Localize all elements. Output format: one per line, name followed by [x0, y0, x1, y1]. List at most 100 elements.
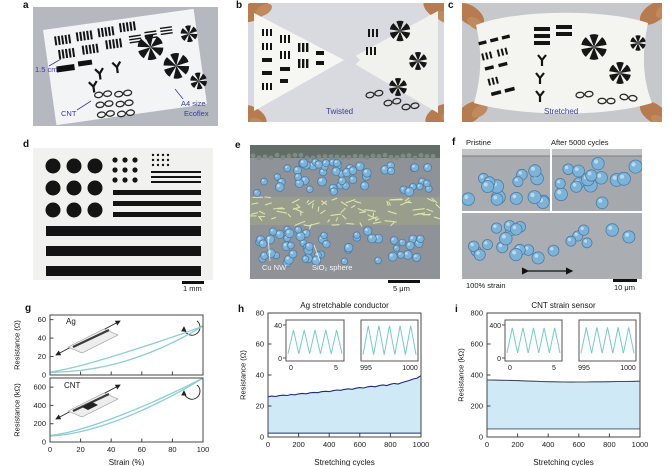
sphere-highlight — [290, 251, 294, 254]
tick-label: 0 — [42, 438, 46, 447]
tick-label: 80 — [168, 445, 176, 454]
cu-nanowire — [433, 216, 440, 220]
sphere-band-upper — [253, 158, 433, 197]
tick-label: 1000 — [413, 440, 430, 449]
cu-nanowire — [250, 212, 259, 215]
sio2-sphere — [462, 192, 475, 206]
tick-label: 80 — [256, 309, 264, 318]
cu-nanowire — [435, 203, 440, 209]
sio2-sphere — [337, 176, 347, 186]
sphere-highlight — [279, 179, 282, 182]
sphere-highlight — [506, 222, 510, 226]
g-bottom-ylabel: Resistance (kΩ) — [12, 383, 22, 437]
tick-label: 400 — [33, 401, 46, 410]
tick-label: 0 — [485, 440, 489, 449]
sphere-highlight — [530, 192, 535, 198]
pattern-right — [364, 20, 428, 111]
surface-bump — [346, 154, 352, 160]
g-ag-label: Ag — [66, 317, 76, 326]
panel-a-photo: 1.5 cm CNT A4 size Ecoflex — [33, 7, 218, 126]
panel-a-letter: a — [23, 0, 29, 11]
dot-array-large — [45, 158, 103, 218]
tick-label: 0 — [42, 371, 46, 380]
tick-label: 400 — [542, 440, 555, 449]
cu-nanowire — [331, 197, 338, 201]
panel-b-photo: Twisted — [248, 3, 444, 122]
sio2-sphere — [314, 160, 323, 169]
cycle-arrow-cnt — [181, 384, 201, 400]
sio2-sphere — [298, 158, 309, 168]
scale-pointer-line — [48, 58, 62, 67]
area-fill — [268, 375, 421, 434]
panel-a-art — [33, 7, 218, 126]
sio2-sphere — [585, 169, 598, 182]
sphere-highlight — [398, 252, 401, 255]
sio2-sphere — [554, 177, 566, 189]
cu-nanowire — [404, 197, 410, 202]
tick-label: 60 — [256, 340, 264, 349]
cu-nanowire — [413, 212, 426, 216]
sphere-highlight — [316, 162, 319, 165]
cu-nanowire — [330, 213, 342, 216]
sio2-sphere — [266, 248, 276, 258]
cu-nanowire — [306, 199, 310, 204]
sphere-highlight — [493, 195, 498, 200]
tick-label: 40 — [256, 371, 264, 380]
sio2-label: SiO₂ sphere — [312, 263, 353, 272]
sio2-pointer-line — [313, 244, 321, 262]
sio2-sphere — [512, 176, 524, 188]
cu-nanowire — [311, 203, 314, 209]
sio2-sphere — [331, 166, 341, 177]
panel-f-art — [462, 149, 642, 279]
panel-d-letter: d — [23, 139, 30, 150]
tick-label: 100 — [197, 445, 210, 454]
sphere-highlight — [288, 243, 291, 246]
sio2-sphere — [284, 228, 295, 239]
sphere-highlight — [525, 246, 529, 250]
sio2-sphere — [268, 227, 278, 236]
sio2-sphere — [260, 177, 268, 186]
sphere-highlight — [574, 232, 578, 236]
cu-nanowire — [387, 210, 397, 215]
cu-nanowires — [250, 196, 440, 230]
cu-nanowire — [359, 222, 363, 227]
tick-label: 400 — [323, 440, 336, 449]
cu-nanowire — [340, 201, 348, 207]
sio2-sphere — [343, 242, 354, 253]
surface-bump — [418, 152, 424, 158]
sio2-sphere — [362, 168, 372, 178]
tick-label: 1000 — [620, 365, 636, 372]
sio2-sphere — [547, 244, 560, 257]
tick-label: 0 — [278, 356, 282, 363]
sphere-highlight — [476, 251, 480, 255]
sphere-highlight — [598, 198, 603, 203]
sphere-highlight — [313, 159, 316, 163]
sphere-highlight — [501, 234, 506, 239]
tick-label: 200 — [292, 440, 305, 449]
panel-d-art — [33, 148, 213, 280]
cu-nanowire — [367, 214, 378, 220]
twist-center — [344, 52, 360, 68]
sphere-highlight — [301, 240, 304, 243]
sio2-sphere — [304, 242, 314, 251]
panel-e-letter: e — [235, 140, 241, 151]
sio2-sphere — [578, 224, 590, 236]
sphere-highlight — [625, 232, 630, 237]
sio2-sphere — [287, 241, 295, 250]
sio2-sphere — [348, 175, 358, 185]
inset-wave — [362, 325, 417, 355]
sphere-highlight — [357, 163, 360, 167]
ecoflex-sheet — [43, 8, 209, 126]
cu-nanowire — [251, 202, 259, 205]
cu-nanowire — [258, 210, 266, 215]
tick-label: 20 — [38, 352, 46, 361]
stripes-thin — [151, 171, 201, 183]
sio2-sphere — [595, 196, 609, 210]
sio2-sphere — [554, 187, 568, 202]
sphere-highlight — [382, 166, 386, 170]
sphere-highlight — [297, 233, 301, 237]
sio2-sphere — [360, 181, 370, 191]
